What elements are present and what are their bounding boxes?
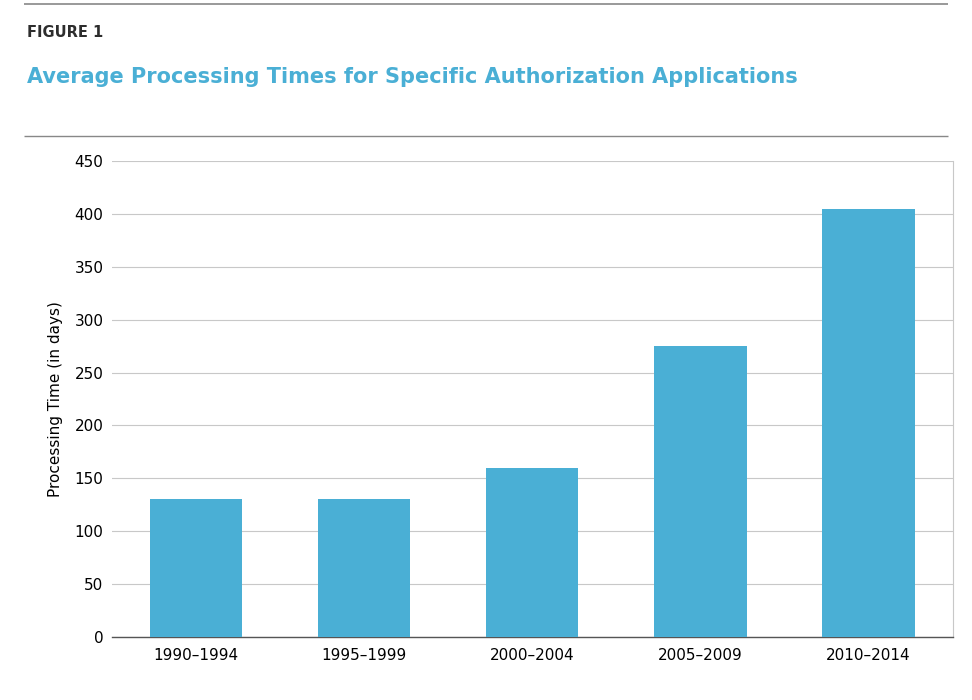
Bar xyxy=(486,468,578,637)
Bar xyxy=(318,500,410,637)
Bar xyxy=(150,500,242,637)
Text: FIGURE 1: FIGURE 1 xyxy=(27,25,103,40)
Bar xyxy=(822,209,915,637)
Bar xyxy=(654,346,746,637)
Y-axis label: Processing Time (in days): Processing Time (in days) xyxy=(49,301,63,497)
Text: Average Processing Times for Specific Authorization Applications: Average Processing Times for Specific Au… xyxy=(27,67,798,88)
